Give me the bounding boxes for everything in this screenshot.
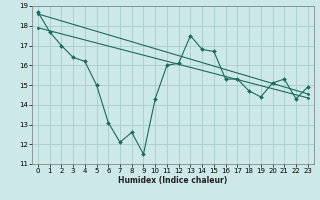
X-axis label: Humidex (Indice chaleur): Humidex (Indice chaleur) xyxy=(118,176,228,185)
